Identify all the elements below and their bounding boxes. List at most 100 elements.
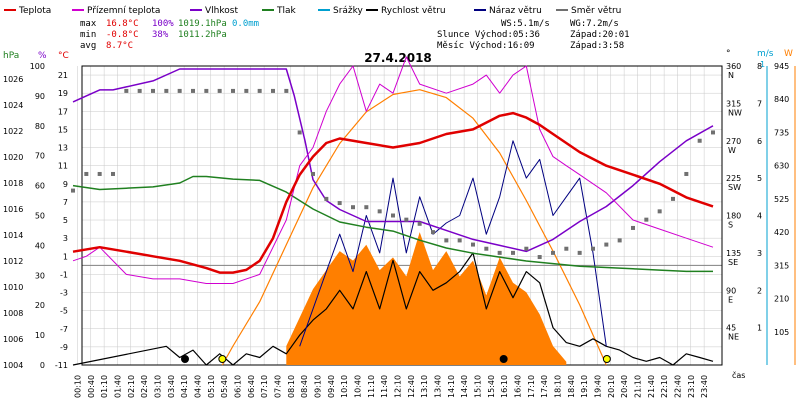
wind-direction-point [217,88,222,93]
wind-direction-point [484,246,489,251]
wind-direction-point [511,250,515,255]
wind-direction-point [204,88,209,93]
axis-hpa-tick: 1018 [3,179,23,188]
wind-direction-point [537,255,542,260]
x-tick-label: 22:40 [673,375,682,398]
x-tick-label: 08:40 [300,375,309,398]
axis-dir-compass: S [728,221,733,230]
wind-direction-point [551,250,555,255]
x-tick-label: 22:10 [660,375,669,398]
x-tick-label: 18:40 [567,375,576,398]
legend-label: Vlhkost [205,6,238,16]
axis-hpa-label: hPa [3,51,19,61]
axis-wm2-tick: 945 [774,62,789,71]
axis-pct-tick: 90 [35,92,45,101]
info-moon-set: Západ:3:58 [570,41,624,51]
axis-ms-tick: 8 [757,62,762,71]
wind-direction-point [604,242,609,247]
wind-direction-point [311,171,315,176]
wind-direction-point [591,246,595,251]
x-tick-label: 06:40 [247,375,256,398]
axis-ms-tick: 6 [757,137,762,146]
x-tick-label: 01:40 [113,375,122,398]
axis-pct-tick: 40 [35,241,45,250]
axis-pct-tick: 100 [30,62,45,71]
marker-sun-set [602,355,611,363]
series-ground-temperature [72,56,714,284]
x-tick-label: 05:40 [220,375,229,398]
stat-max-hum: 100% [152,19,174,29]
axis-temp-tick: 17 [58,107,68,116]
axis-hpa-tick: 1020 [3,153,23,162]
wind-direction-point [471,242,475,247]
info-moon-rise: Měsíc Východ:16:09 [437,41,535,51]
x-tick-label: 11:40 [380,375,389,398]
x-tick-label: 04:10 [180,375,189,398]
wind-direction-point [177,88,182,93]
x-tick-label: 09:40 [327,375,336,398]
axis-hpa-tick: 1014 [3,231,23,240]
x-tick-label: 16:40 [513,375,522,398]
x-tick-label: 20:40 [620,375,629,398]
axis-pct-tick: 30 [35,271,45,280]
axis-wm2-tick: 735 [774,128,789,137]
axis-hpa-tick: 1016 [3,205,23,214]
info-ws: WS:5.1m/s [501,19,550,29]
axis-wm2-tick: 630 [774,162,789,171]
plot-area [71,56,715,366]
wind-direction-point [617,238,622,243]
x-tick-label: 07:40 [273,375,282,398]
axis-dir-label: ° [726,49,731,59]
x-tick-label: 00:10 [73,375,82,398]
x-tick-label: 15:40 [487,375,496,398]
axis-dir-tick: 135 [726,249,741,258]
legend-label: Srážky [333,6,364,16]
stat-avg-temp: 8.7°C [106,41,133,51]
axis-ms-tick: 4 [757,212,762,221]
axis-hpa-tick: 1010 [3,283,23,292]
axis-temp-tick: -3 [60,289,68,298]
series-wind-speed [72,252,714,366]
stat-max-label: max [80,19,97,29]
x-tick-label: 10:40 [353,375,362,398]
wind-direction-point [97,171,102,176]
x-tick-label: 08:10 [287,375,296,398]
x-tick-label: 13:10 [420,375,429,398]
wind-direction-point [191,88,195,93]
axis-ms-tick: 5 [757,174,762,183]
wind-direction-point [497,250,502,255]
wind-direction-point [577,250,582,255]
stats-block: max 16.8°C 100% 1019.1hPa 0.0mm min -0.8… [80,19,259,51]
legend-label: Náraz větru [489,6,542,16]
axis-dir-tick: 45 [726,324,736,333]
axis-temp-tick: -1 [60,270,68,279]
wind-direction-point [271,88,275,93]
wind-direction-point [284,88,289,93]
axis-temp-tick: 1 [63,252,68,261]
legend: Teplota Přízemní teplota Vlhkost Tlak Srážky… [4,6,621,16]
wind-direction-point [231,88,235,93]
stat-max-temp: 16.8°C [106,19,139,29]
legend-label: Teplota [18,6,51,16]
stat-max-press: 1019.1hPa [178,19,227,29]
axis-temp-tick: 9 [63,180,68,189]
axis-hpa-tick: 1012 [3,257,23,266]
axis-dir-compass: NE [728,333,739,342]
axis-temp-tick: 7 [63,198,68,207]
axis-wm2-tick: 525 [774,195,789,204]
axis-ms-top: 1 [760,60,765,69]
wind-direction-point [644,217,649,222]
x-axis-unit: čas [732,370,745,380]
stat-max-rain: 0.0mm [232,19,259,29]
x-tick-label: 01:10 [100,375,109,398]
x-tick-label: 21:10 [633,375,642,398]
axes: hPa1026102410221020101810161014101210101… [3,49,796,398]
axis-temp-tick: 3 [63,234,68,243]
x-tick-label: 09:10 [313,375,322,398]
legend-label: Přízemní teplota [87,6,160,16]
series-temperature [72,111,714,274]
wind-direction-point [417,221,422,226]
wind-direction-point [244,88,249,93]
x-tick-label: 11:10 [367,375,376,398]
axis-temp-tick: 21 [58,71,68,80]
